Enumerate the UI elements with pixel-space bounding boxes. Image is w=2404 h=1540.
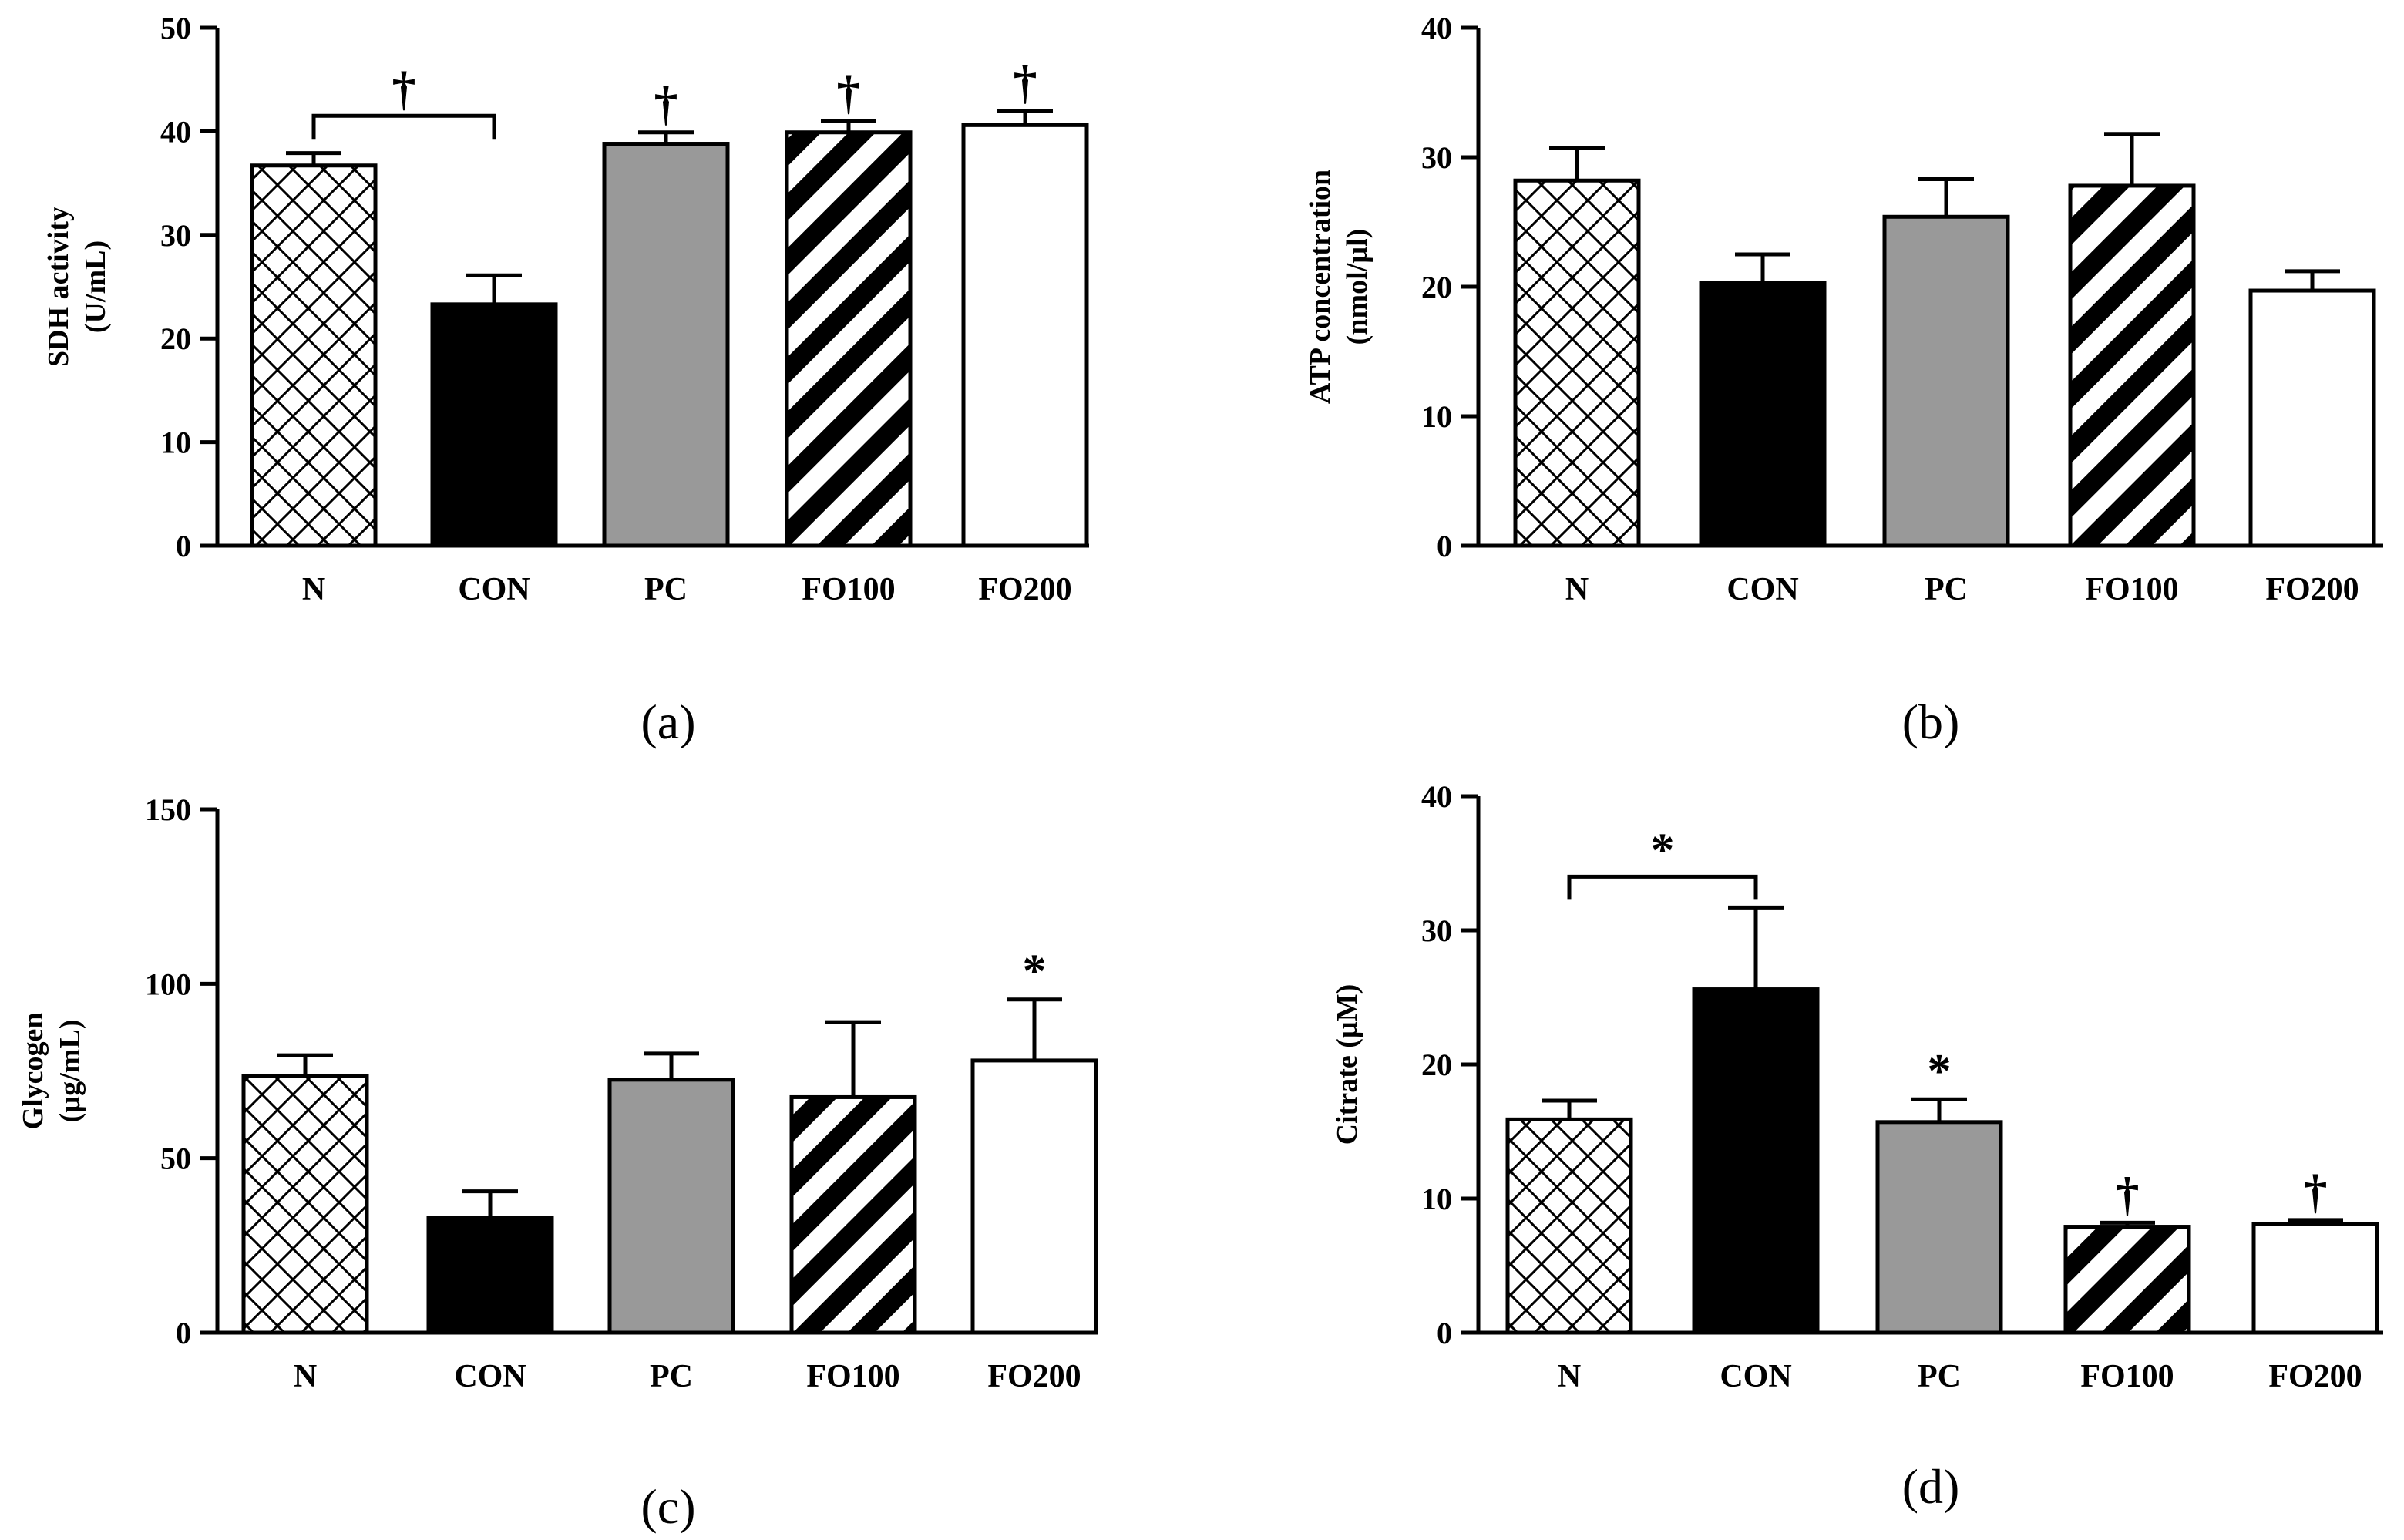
- chart-panel-c: N CON PC FO100 FO200 0 50 100 150 Glycogen (µg/mL)…: [17, 792, 1098, 1534]
- bar-con: [430, 302, 558, 548]
- x-tick-label: FO200: [978, 572, 1071, 607]
- significance-marker: †: [1014, 57, 1037, 109]
- bar-n: [1505, 1117, 1633, 1335]
- y-axis-label: SDH activity (U/mL): [42, 207, 112, 367]
- bar-fo100: [2063, 1225, 2191, 1335]
- bar-fo100: [2068, 183, 2196, 548]
- y-tick-label: 30: [160, 218, 191, 253]
- x-tick-label: PC: [650, 1359, 693, 1394]
- y-tick-label: 20: [160, 321, 191, 356]
- significance-marker: †: [392, 63, 416, 116]
- bar-fo200: [2251, 1222, 2379, 1335]
- y-axis-label: Citrate (µM): [1331, 984, 1363, 1145]
- bar-pc: [602, 142, 730, 548]
- y-tick-label: 10: [1421, 1182, 1452, 1216]
- x-tick-label: CON: [454, 1359, 526, 1394]
- x-tick-label: CON: [1720, 1359, 1791, 1394]
- y-tick-label: 0: [176, 529, 191, 563]
- significance-bracket: [1567, 874, 1758, 900]
- panel-label: (b): [1902, 694, 1960, 749]
- y-tick-label: 50: [160, 11, 191, 45]
- x-tick-label: CON: [458, 572, 530, 607]
- x-tick-label: FO100: [806, 1359, 899, 1394]
- y-tick-label: 20: [1421, 1047, 1452, 1082]
- bar-pc: [1875, 1120, 2003, 1335]
- chart-panel-a: N CON PC FO100 FO200 0 10 20 30 40 50 SDH activity(…: [42, 11, 1089, 749]
- significance-marker: †: [2116, 1168, 2140, 1221]
- y-axis-label: ATP concentration (nmol/µl): [1304, 170, 1373, 404]
- significance-marker: †: [2304, 1166, 2328, 1219]
- chart-panel-d: N CON PC FO100 FO200 0 10 20 30 40 Citrate (µM) (d)…: [1331, 779, 2383, 1514]
- x-tick-label: FO100: [2080, 1359, 2174, 1394]
- panel-label: (d): [1902, 1459, 1960, 1514]
- x-tick-label: CON: [1727, 572, 1798, 607]
- x-tick-label: N: [1565, 572, 1589, 607]
- y-tick-label: 10: [1421, 399, 1452, 434]
- x-tick-label: N: [294, 1359, 317, 1394]
- bar-n: [250, 163, 378, 548]
- bar-fo100: [785, 130, 913, 548]
- x-tick-label: FO200: [2265, 572, 2359, 607]
- chart-panel-b: N CON PC FO100 FO200 0 10 20 30 40 ATP concentrati…: [1304, 11, 2383, 749]
- y-tick-label: 30: [1421, 913, 1452, 948]
- x-tick-label: FO200: [987, 1359, 1081, 1394]
- x-tick-label: N: [302, 572, 325, 607]
- y-tick-label: 0: [1437, 1316, 1452, 1350]
- bar-fo200: [2248, 288, 2376, 548]
- x-tick-label: PC: [1918, 1359, 1961, 1394]
- x-tick-label: FO200: [2268, 1359, 2362, 1394]
- bar-pc: [607, 1078, 735, 1335]
- bar-fo200: [970, 1058, 1098, 1335]
- bar-con: [426, 1216, 554, 1335]
- significance-bracket: [311, 113, 496, 140]
- y-axis-label: Glycogen (µg/mL): [17, 1013, 86, 1130]
- significance-marker: †: [837, 67, 861, 119]
- significance-marker: *: [1651, 824, 1675, 876]
- y-tick-label: 30: [1421, 140, 1452, 175]
- panel-label: (a): [641, 694, 695, 749]
- y-tick-label: 10: [160, 425, 191, 460]
- panel-label: (c): [641, 1479, 695, 1534]
- y-tick-label: 150: [145, 792, 191, 827]
- y-tick-label: 40: [160, 114, 191, 149]
- y-tick-label: 100: [145, 967, 191, 1001]
- y-tick-label: 40: [1421, 11, 1452, 45]
- bar-con: [1699, 281, 1827, 548]
- bar-pc: [1882, 214, 2010, 548]
- bar-n: [1513, 178, 1641, 548]
- bar-fo100: [789, 1094, 917, 1335]
- y-tick-label: 50: [160, 1142, 191, 1176]
- x-tick-label: PC: [1925, 572, 1968, 607]
- y-tick-label: 40: [1421, 779, 1452, 814]
- bar-n: [241, 1074, 369, 1335]
- significance-marker: †: [654, 79, 678, 131]
- y-tick-label: 20: [1421, 270, 1452, 304]
- x-tick-label: FO100: [2085, 572, 2178, 607]
- y-tick-label: 0: [176, 1316, 191, 1350]
- bar-con: [1692, 987, 1820, 1335]
- significance-marker: *: [1928, 1045, 1952, 1098]
- x-tick-label: PC: [644, 572, 688, 607]
- x-tick-label: N: [1558, 1359, 1581, 1394]
- significance-marker: *: [1023, 946, 1047, 998]
- x-tick-label: FO100: [802, 572, 895, 607]
- y-tick-label: 0: [1437, 529, 1452, 563]
- bar-fo200: [961, 123, 1089, 548]
